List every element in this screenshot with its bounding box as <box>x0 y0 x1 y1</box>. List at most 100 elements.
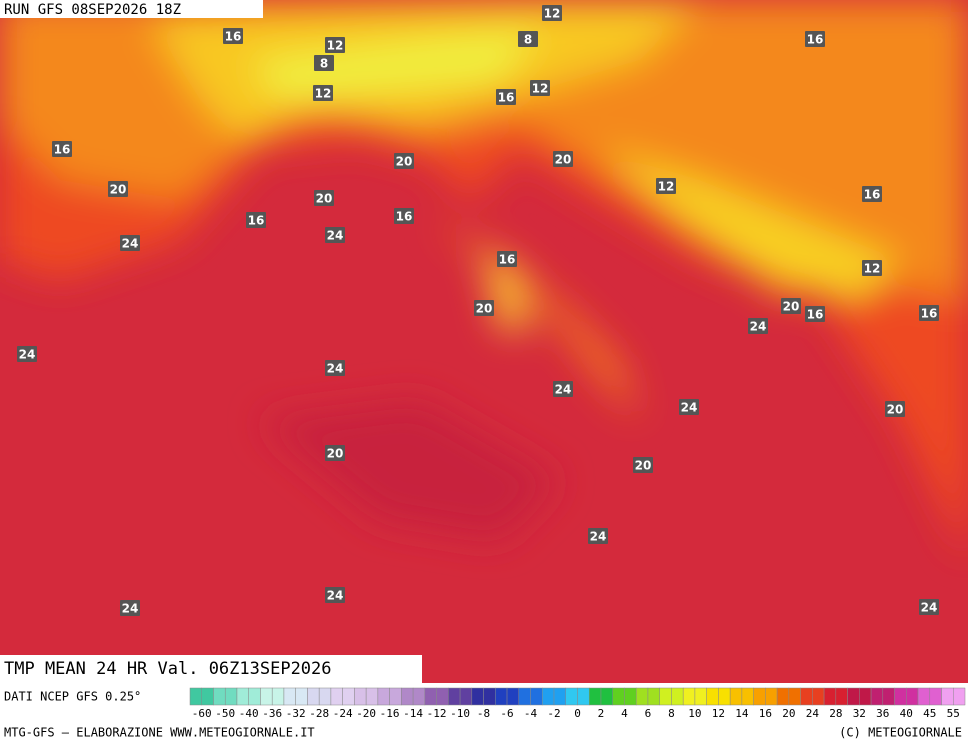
colorbar-label: 12 <box>712 707 725 720</box>
colorbar-label: 32 <box>853 707 866 720</box>
colorbar-label: -32 <box>286 707 306 720</box>
colorbar-label: 4 <box>621 707 628 720</box>
colorbar-swatch <box>659 687 672 706</box>
colorbar-swatch <box>506 687 520 706</box>
contour-label: 20 <box>327 447 344 461</box>
colorbar-swatch <box>224 687 238 706</box>
colorbar-label: -50 <box>215 707 235 720</box>
contour-label: 24 <box>122 602 139 616</box>
colorbar-label: -40 <box>239 707 259 720</box>
label-box <box>496 89 516 105</box>
colorbar-label: -2 <box>547 707 560 720</box>
colorbar-label: 6 <box>645 707 652 720</box>
colorbar-swatch <box>330 687 343 706</box>
colorbar-swatch <box>635 687 649 706</box>
label-box <box>313 85 333 101</box>
colorbar-label: 20 <box>782 707 795 720</box>
colorbar-swatch <box>189 687 202 706</box>
colorbar-swatch <box>894 687 907 706</box>
colorbar-swatch <box>354 687 367 706</box>
label-box <box>314 190 334 206</box>
colorbar-swatch <box>671 687 684 706</box>
contour-label: 24 <box>122 237 139 251</box>
colorbar-swatch <box>377 687 390 706</box>
colorbar-label: -10 <box>450 707 470 720</box>
label-box <box>246 212 266 228</box>
colorbar-swatch <box>859 687 872 706</box>
colorbar-label: 40 <box>900 707 913 720</box>
contour-label: 20 <box>316 192 333 206</box>
label-box <box>474 300 494 316</box>
colorbar-swatch <box>318 687 332 706</box>
colorbar-swatch <box>248 687 261 706</box>
colorbar: -60 -50 -40 -36 -32 -28 -24 -20 -16 -14 -12 -10 -8 -6… <box>189 687 966 720</box>
label-box <box>518 31 538 47</box>
label-box <box>17 346 37 362</box>
contour-label: 24 <box>327 229 344 243</box>
colorbar-swatch <box>459 687 473 706</box>
colorbar-swatch <box>271 687 285 706</box>
colorbar-label: -16 <box>380 707 400 720</box>
colorbar-swatch <box>753 687 766 706</box>
colorbar-label: -4 <box>524 707 538 720</box>
colorbar-swatch <box>706 687 719 706</box>
label-box <box>588 528 608 544</box>
contour-label: 16 <box>807 33 824 47</box>
contour-label: 24 <box>590 530 607 544</box>
contour-label: 16 <box>921 307 938 321</box>
colorbar-label: -8 <box>477 707 490 720</box>
label-box <box>394 153 414 169</box>
colorbar-label: -6 <box>500 707 513 720</box>
colorbar-label: 16 <box>759 707 772 720</box>
credits-text: MTG-GFS – ELABORAZIONE WWW.METEOGIORNALE… <box>4 726 315 740</box>
colorbar-swatch <box>823 687 837 706</box>
label-box <box>325 37 345 53</box>
colorbar-label: 55 <box>947 707 960 720</box>
colorbar-label: -14 <box>403 707 423 720</box>
contour-label: 16 <box>225 30 242 44</box>
label-box <box>781 298 801 314</box>
contour-label: 12 <box>315 87 332 101</box>
colorbar-swatch <box>624 687 637 706</box>
colorbar-label: -36 <box>262 707 282 720</box>
colorbar-swatch <box>295 687 308 706</box>
colorbar-label: 36 <box>876 707 889 720</box>
run-title: RUN GFS 08SEP2026 18Z <box>4 2 181 18</box>
contour-label: 24 <box>327 362 344 376</box>
colorbar-swatch <box>436 687 449 706</box>
contour-label: 16 <box>498 91 515 105</box>
colorbar-swatch <box>565 687 578 706</box>
valid-title: TMP MEAN 24 HR Val. 06Z13SEP2026 <box>4 659 332 679</box>
contour-label: 16 <box>396 210 413 224</box>
label-box <box>862 186 882 202</box>
label-box <box>748 318 768 334</box>
colorbar-label: -60 <box>192 707 212 720</box>
contour-label: 20 <box>396 155 413 169</box>
colorbar-swatch <box>365 687 379 706</box>
colorbar-swatch <box>213 687 226 706</box>
colorbar-swatch <box>283 687 296 706</box>
colorbar-swatch <box>495 687 508 706</box>
colorbar-swatch <box>694 687 707 706</box>
colorbar-label: -12 <box>427 707 447 720</box>
colorbar-swatch <box>765 687 778 706</box>
colorbar-label: 0 <box>574 707 581 720</box>
colorbar-swatch <box>929 687 942 706</box>
colorbar-swatch <box>448 687 461 706</box>
label-box <box>805 306 825 322</box>
label-box <box>325 445 345 461</box>
colorbar-swatch <box>389 687 402 706</box>
colorbar-swatch <box>483 687 496 706</box>
label-box <box>862 260 882 276</box>
label-box <box>919 305 939 321</box>
contour-label: 16 <box>864 188 881 202</box>
label-box <box>325 360 345 376</box>
colorbar-swatch <box>788 687 801 706</box>
colorbar-swatch <box>835 687 848 706</box>
source-text: DATI NCEP GFS 0.25° <box>4 690 141 704</box>
label-box <box>325 227 345 243</box>
colorbar-swatch <box>847 687 860 706</box>
colorbar-swatch <box>776 687 790 706</box>
contour-label: 12 <box>658 180 675 194</box>
contour-labels: 16 12 8 12 12 8 16 16 12 16 20 20 20 12 16 20 16 16 24 24 16… <box>17 5 939 616</box>
